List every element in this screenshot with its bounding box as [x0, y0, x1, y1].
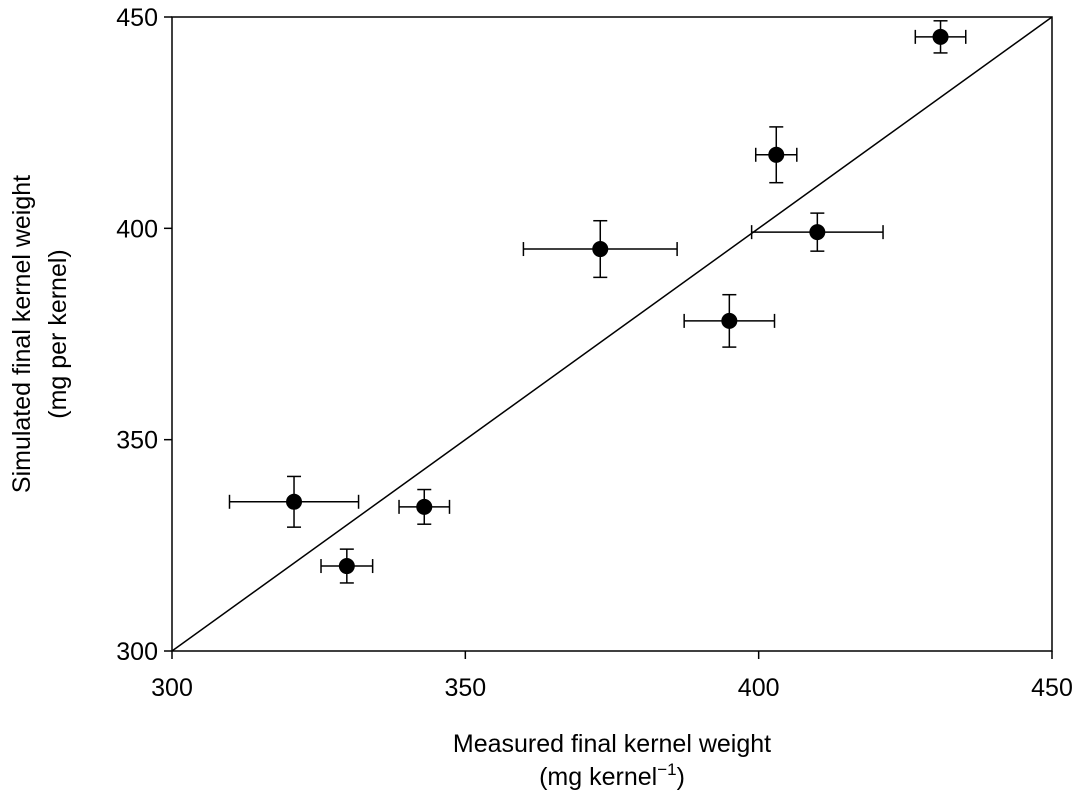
- data-point: [416, 498, 433, 515]
- y-axis-label: Simulated final kernel weight: [8, 175, 36, 493]
- x-tick-label: 400: [738, 674, 780, 702]
- data-point-group: [228, 475, 360, 528]
- data-point-group: [398, 488, 451, 525]
- data-point-group: [522, 219, 678, 279]
- data-point-group: [750, 212, 884, 252]
- data-point: [592, 241, 609, 258]
- x-axis-label-units: (mg kernel−1): [539, 760, 685, 791]
- one-to-one-line: [171, 16, 1053, 652]
- data-point: [932, 28, 949, 45]
- plot-frame: [171, 16, 1053, 652]
- data-point-group: [320, 548, 374, 584]
- data-point-group: [914, 20, 967, 54]
- data-point-group: [683, 293, 776, 348]
- data-point: [286, 493, 303, 510]
- y-tick-label: 450: [116, 4, 158, 32]
- data-point: [721, 312, 738, 329]
- x-tick-label: 300: [151, 674, 193, 702]
- y-tick-label: 300: [116, 638, 158, 666]
- x-tick-label: 450: [1031, 674, 1073, 702]
- x-tick-label: 350: [444, 674, 486, 702]
- data-point: [768, 146, 785, 163]
- data-point: [338, 558, 355, 575]
- y-tick-label: 400: [116, 215, 158, 243]
- y-axis-label-units: (mg per kernel): [44, 249, 72, 419]
- data-point: [809, 224, 826, 241]
- x-axis-label: Measured final kernel weight: [453, 730, 771, 758]
- y-tick-label: 350: [116, 427, 158, 455]
- data-point-group: [754, 126, 798, 184]
